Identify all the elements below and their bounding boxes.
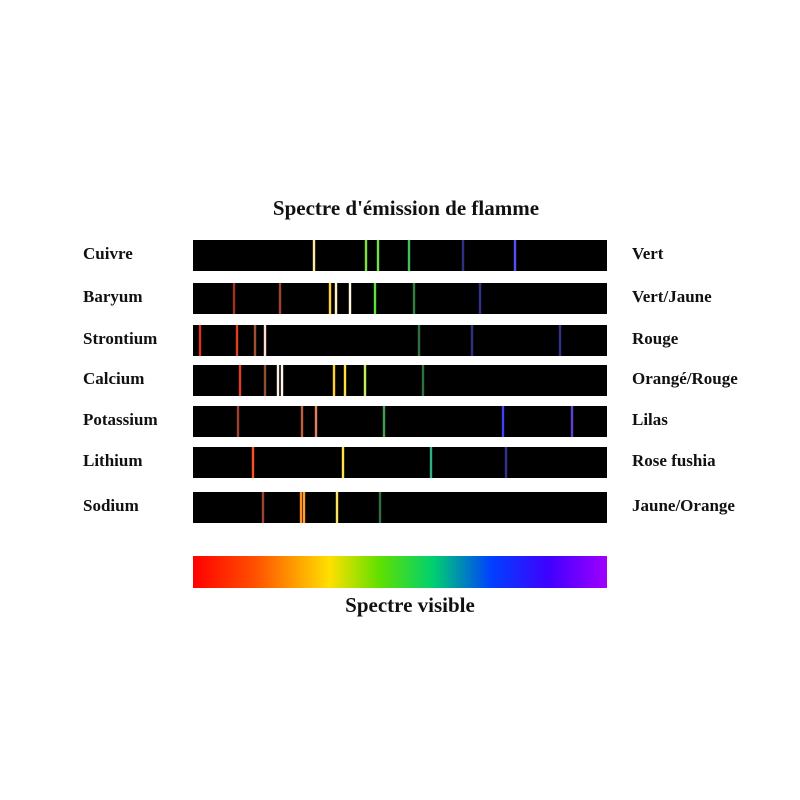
emission-strip (193, 283, 607, 314)
flame-color-label: Rouge (632, 329, 679, 348)
emission-line (412, 283, 416, 314)
emission-line (348, 283, 352, 314)
emission-line (558, 325, 562, 356)
emission-line (461, 240, 465, 271)
emission-line (278, 283, 282, 314)
emission-line (378, 492, 382, 523)
flame-color-label: Jaune/Orange (632, 496, 735, 515)
emission-strip (193, 406, 607, 437)
emission-line (417, 325, 421, 356)
flame-color-label: Rose fushia (632, 451, 716, 470)
element-label: Sodium (83, 496, 139, 515)
emission-line (334, 283, 338, 314)
emission-line (470, 325, 474, 356)
emission-line (478, 283, 482, 314)
emission-line (261, 492, 265, 523)
title: Spectre d'émission de flamme (273, 196, 539, 220)
spectrum-caption: Spectre visible (345, 593, 475, 617)
emission-line (314, 406, 318, 437)
emission-line (376, 240, 380, 271)
emission-line (407, 240, 411, 271)
emission-strip (193, 365, 607, 396)
emission-line (280, 365, 284, 396)
emission-line (343, 365, 347, 396)
emission-strip (193, 447, 607, 478)
emission-line (276, 365, 280, 396)
element-label: Potassium (83, 410, 158, 429)
emission-line (504, 447, 508, 478)
emission-line (335, 492, 339, 523)
emission-line (238, 365, 242, 396)
emission-line (300, 406, 304, 437)
emission-line (198, 325, 202, 356)
emission-strip (193, 240, 607, 271)
emission-line (263, 325, 267, 356)
element-label: Calcium (83, 369, 144, 388)
element-label: Strontium (83, 329, 157, 348)
emission-line (501, 406, 505, 437)
element-label: Cuivre (83, 244, 133, 263)
emission-line (253, 325, 257, 356)
emission-strip (193, 492, 607, 523)
emission-line (312, 240, 316, 271)
emission-line (236, 406, 240, 437)
emission-line (513, 240, 517, 271)
flame-color-label: Vert/Jaune (632, 287, 712, 306)
emission-line (299, 492, 303, 523)
emission-line (363, 365, 367, 396)
emission-line (263, 365, 267, 396)
emission-line (235, 325, 239, 356)
emission-line (570, 406, 574, 437)
emission-line (302, 492, 306, 523)
flame-color-label: Lilas (632, 410, 668, 429)
emission-line (251, 447, 255, 478)
element-label: Lithium (83, 451, 143, 470)
emission-line (232, 283, 236, 314)
visible-spectrum (193, 556, 607, 588)
element-label: Baryum (83, 287, 143, 306)
emission-line (332, 365, 336, 396)
emission-line (429, 447, 433, 478)
flame-color-label: Orangé/Rouge (632, 369, 738, 388)
emission-line (328, 283, 332, 314)
emission-strip (193, 325, 607, 356)
emission-line (373, 283, 377, 314)
emission-line (382, 406, 386, 437)
emission-line (421, 365, 425, 396)
emission-line (341, 447, 345, 478)
flame-color-label: Vert (632, 244, 664, 263)
emission-line (364, 240, 368, 271)
